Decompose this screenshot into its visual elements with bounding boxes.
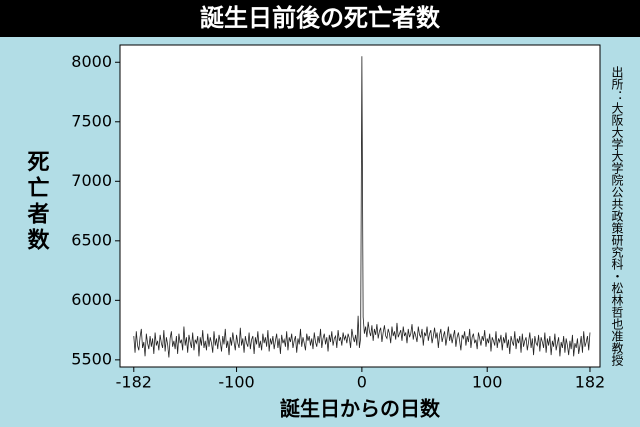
y-tick-label: 6500 bbox=[71, 230, 112, 249]
data-line bbox=[133, 56, 591, 358]
y-axis-label: 死亡者数 bbox=[24, 150, 51, 254]
x-tick-label: 0 bbox=[357, 373, 367, 392]
x-tick-label: 182 bbox=[575, 373, 606, 392]
y-tick-label: 6000 bbox=[71, 290, 112, 309]
y-tick-label: 8000 bbox=[71, 52, 112, 71]
y-tick-label: 5500 bbox=[71, 349, 112, 368]
y-tick-label: 7500 bbox=[71, 111, 112, 130]
x-tick-label: -100 bbox=[218, 373, 254, 392]
x-tick-label: 100 bbox=[472, 373, 503, 392]
plot-area bbox=[119, 44, 601, 368]
x-axis-label: 誕生日からの日数 bbox=[280, 397, 441, 421]
title-bar bbox=[0, 0, 640, 37]
y-tick-label: 7000 bbox=[71, 171, 112, 190]
source-note: 出所：大阪大学大学院公共政策研究科・松林哲也准教授 bbox=[610, 66, 624, 367]
x-tick-label: -182 bbox=[116, 373, 152, 392]
chart-title: 誕生日前後の死亡者数 bbox=[200, 4, 441, 32]
